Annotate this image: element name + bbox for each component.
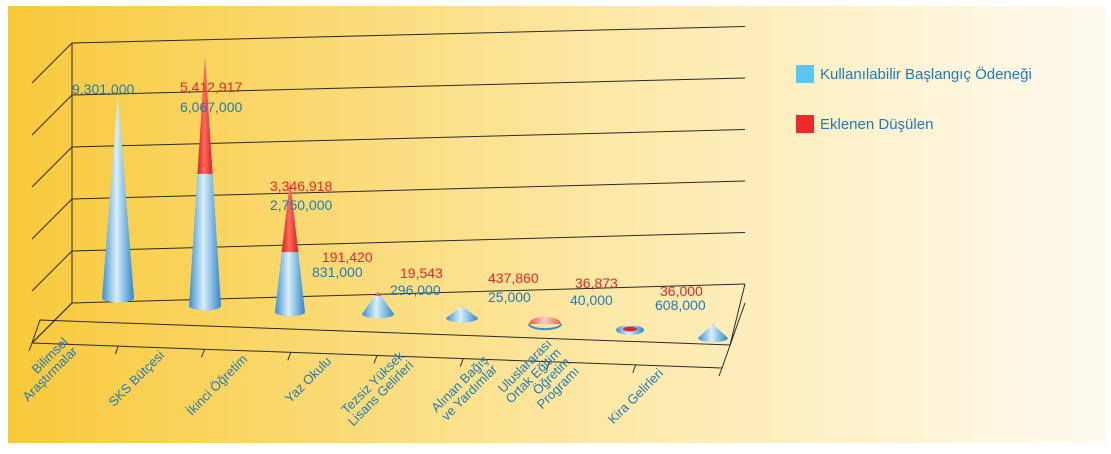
cone-series-1-3 — [362, 291, 394, 319]
cone-series-1-4 — [446, 306, 478, 323]
value-label-series-1-4: 296,000 — [390, 282, 441, 298]
value-label-series-1-2: 2,750,000 — [270, 197, 332, 213]
x-tick — [201, 349, 205, 358]
x-tick — [373, 355, 378, 364]
value-label-series-1-0: 9,301,000 — [72, 81, 134, 97]
cone-series-2-2 — [281, 179, 299, 253]
axis-x-left — [31, 302, 73, 344]
x-tick — [459, 358, 464, 367]
legend-swatch-series-2 — [796, 115, 814, 133]
axis-x-right — [721, 302, 746, 369]
value-label-series-1-1: 6,067,000 — [180, 99, 242, 115]
cone-series-2-6 — [623, 326, 637, 332]
gridline — [71, 77, 746, 96]
value-label-series-1-5: 25,000 — [488, 289, 531, 305]
cone-series-1-1 — [189, 56, 221, 311]
gridline-side — [31, 146, 73, 188]
gridline-side — [31, 198, 73, 240]
cone-series-1-0 — [102, 95, 134, 303]
gridline — [71, 232, 746, 252]
gridline — [71, 26, 746, 44]
value-label-series-1-7: 608,000 — [655, 297, 706, 313]
value-label-series-2-6: 36,873 — [575, 275, 618, 291]
x-tick — [28, 342, 33, 352]
legend-item-series-2: Eklenen Düşülen — [796, 114, 1032, 134]
cone-series-2-5 — [529, 316, 561, 324]
value-label-series-2-3: 191,420 — [322, 249, 373, 265]
legend-swatch-series-1 — [796, 65, 814, 83]
x-tick — [546, 361, 550, 370]
value-label-series-2-5: 437,860 — [488, 270, 539, 286]
cone-series-2-3 — [375, 291, 381, 296]
gridline-side — [31, 94, 73, 136]
legend-label-series-2: Eklenen Düşülen — [820, 115, 934, 133]
cone-series-2-7 — [712, 323, 714, 325]
legend-label-series-1: Kullanılabilir Başlangıç Ödeneği — [820, 65, 1032, 83]
cone-series-2-4 — [461, 306, 463, 307]
x-tick — [718, 367, 723, 377]
value-label-series-2-4: 19,543 — [400, 265, 443, 281]
x-tick — [632, 364, 637, 374]
value-label-series-2-2: 3,346,918 — [270, 178, 332, 194]
value-label-series-2-7: 36,000 — [660, 283, 703, 299]
gridline — [71, 129, 746, 148]
chart-background — [8, 6, 1106, 443]
gridline — [71, 180, 746, 200]
value-label-series-1-6: 40,000 — [570, 292, 613, 308]
cone-series-1-5 — [528, 323, 562, 331]
gridline-side — [31, 42, 73, 84]
value-label-series-2-1: 5,412,917 — [180, 79, 242, 95]
x-tick — [287, 352, 292, 361]
cone-series-1-7 — [698, 323, 728, 343]
x-tick — [114, 345, 119, 355]
gridline — [71, 283, 746, 304]
gridline-side — [31, 250, 73, 292]
floor-edge — [31, 283, 746, 346]
value-label-series-1-3: 831,000 — [312, 264, 363, 280]
legend: Kullanılabilir Başlangıç Ödeneği Eklenen… — [796, 64, 1032, 164]
cone-series-2-1 — [197, 56, 213, 174]
legend-item-series-1: Kullanılabilir Başlangıç Ödeneği — [796, 64, 1032, 84]
